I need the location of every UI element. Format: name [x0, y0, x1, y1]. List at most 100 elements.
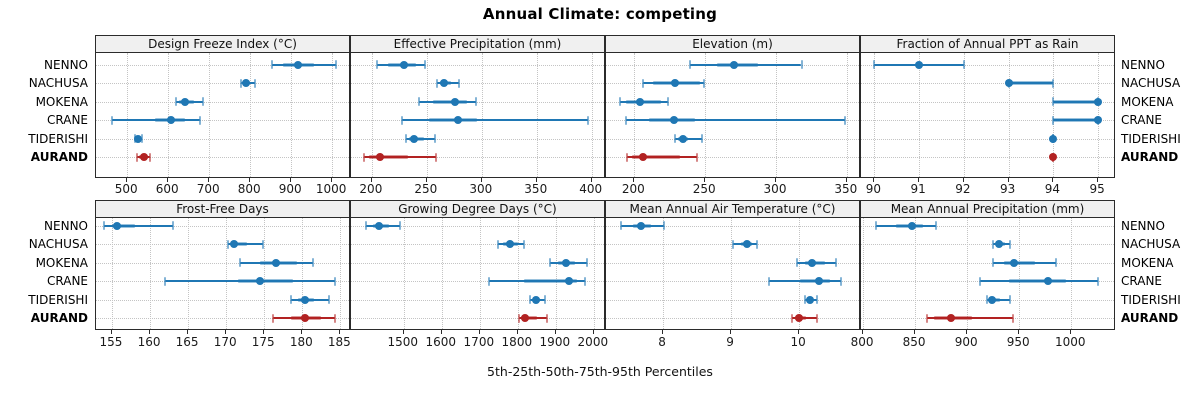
- x-axis-tick: [331, 178, 333, 182]
- whisker-line: [518, 317, 548, 319]
- x-axis-tick: [478, 330, 480, 334]
- percentile-band: [1053, 99, 1099, 104]
- x-axis-tick: [1070, 330, 1072, 334]
- whisker-line: [926, 317, 1013, 319]
- gridline-horizontal: [606, 262, 859, 264]
- whisker-cap-high: [546, 313, 549, 323]
- x-tick-label: 900: [954, 335, 978, 349]
- median-dot: [301, 314, 310, 322]
- whisker-cap-high: [199, 115, 202, 125]
- whisker-cap-low: [925, 313, 928, 323]
- whisker-cap-low: [674, 134, 677, 143]
- x-axis-tick: [862, 330, 864, 334]
- whisker-cap-low: [103, 221, 106, 230]
- gridline-horizontal: [606, 101, 859, 103]
- whisker-cap-low: [732, 239, 735, 249]
- gridline-vertical: [441, 218, 443, 329]
- whisker-line: [271, 63, 337, 66]
- gridline-vertical: [799, 218, 801, 329]
- x-tick-label: 1000: [1054, 335, 1086, 349]
- whisker-line: [489, 280, 585, 282]
- x-tick-label: 1500: [387, 335, 419, 349]
- percentile-band: [368, 155, 409, 159]
- panel-body: [860, 218, 1115, 330]
- site-label-right: TIDERISHI: [1121, 131, 1181, 146]
- x-tick-label: 850: [902, 335, 926, 349]
- median-dot: [375, 221, 384, 230]
- gridline-vertical: [403, 218, 405, 329]
- x-tick-label: 94: [1044, 182, 1060, 196]
- x-tick-label: 800: [850, 335, 874, 349]
- percentile-band: [237, 279, 294, 283]
- median-dot: [409, 134, 418, 143]
- whisker-cap-low: [400, 115, 403, 125]
- x-axis-tick: [633, 178, 635, 182]
- whisker-line: [1053, 119, 1099, 121]
- gridline-vertical: [919, 53, 921, 177]
- median-dot: [671, 79, 680, 87]
- whisker-cap-low: [641, 78, 644, 88]
- whisker-cap-high: [1011, 313, 1014, 323]
- site-label-right: NACHUSA: [1121, 76, 1181, 90]
- whisker-cap-low: [238, 258, 241, 267]
- gridline-vertical: [111, 218, 113, 329]
- median-dot: [532, 295, 541, 304]
- gridline-vertical: [226, 218, 228, 329]
- x-tick-label: 800: [237, 182, 261, 196]
- percentile-band: [523, 279, 577, 283]
- site-label-right: CRANE: [1121, 274, 1162, 288]
- whisker-line: [675, 137, 703, 140]
- whisker-cap-low: [1052, 97, 1055, 106]
- whisker-cap-low: [548, 258, 551, 267]
- gridline-horizontal: [861, 244, 1114, 245]
- x-tick-label: 90: [865, 182, 882, 196]
- x-tick-label: 95: [1089, 182, 1105, 196]
- x-axis-tick: [126, 178, 128, 182]
- whisker-line: [111, 119, 201, 121]
- whisker-cap-high: [334, 313, 336, 323]
- whisker-line: [620, 100, 669, 103]
- whisker-cap-high: [1052, 78, 1055, 88]
- whisker-cap-high: [261, 239, 264, 249]
- whisker-cap-low: [376, 60, 379, 69]
- x-axis-tick: [590, 178, 592, 182]
- whisker-cap-high: [149, 152, 152, 162]
- whisker-cap-low: [227, 239, 230, 249]
- site-label-left: AURAND: [30, 311, 88, 325]
- whisker-cap-low: [619, 97, 622, 106]
- whisker-line: [993, 261, 1056, 264]
- whisker-line: [1008, 82, 1054, 84]
- percentile-band: [631, 155, 680, 159]
- whisker-cap-high: [695, 152, 698, 162]
- median-dot: [742, 240, 751, 248]
- gridline-horizontal: [351, 64, 604, 66]
- gridline-horizontal: [96, 318, 349, 319]
- median-dot: [180, 97, 189, 106]
- whisker-cap-high: [755, 239, 758, 249]
- median-dot: [678, 134, 687, 143]
- gridline-horizontal: [351, 318, 604, 319]
- median-dot: [1094, 116, 1103, 124]
- x-axis-tick: [775, 178, 776, 182]
- site-label-left: CRANE: [47, 274, 88, 288]
- x-tick-label: 200: [621, 182, 645, 196]
- whisker-cap-low: [289, 295, 292, 304]
- x-tick-label: 91: [910, 182, 926, 196]
- whisker-cap-low: [404, 134, 407, 143]
- percentile-band: [231, 242, 248, 246]
- x-axis-tick: [1097, 178, 1099, 182]
- median-dot: [271, 258, 280, 267]
- site-label-right: NACHUSA: [1121, 237, 1181, 251]
- whisker-cap-low: [135, 152, 138, 162]
- whisker-cap-low: [110, 115, 113, 125]
- whisker-cap-high: [962, 60, 965, 69]
- percentile-band: [1053, 118, 1099, 122]
- x-tick-label: 92: [955, 182, 971, 196]
- panel-header: Effective Precipitation (mm): [350, 35, 605, 53]
- whisker-cap-high: [399, 221, 402, 230]
- gridline-vertical: [1019, 218, 1021, 329]
- x-tick-label: 900: [278, 182, 302, 196]
- whisker-cap-low: [164, 276, 167, 286]
- gridline-horizontal: [606, 318, 859, 319]
